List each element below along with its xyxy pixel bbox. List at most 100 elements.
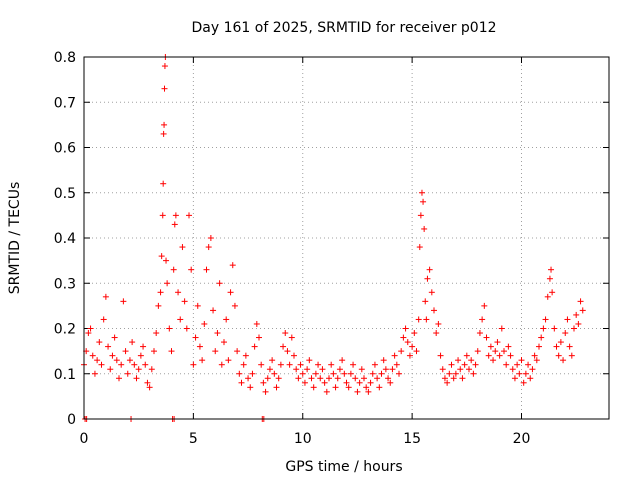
data-point [168, 348, 175, 355]
x-tick-label: 5 [189, 431, 198, 447]
data-point [170, 266, 177, 273]
data-point [280, 343, 287, 350]
x-tick-label: 10 [294, 431, 312, 447]
data-point [212, 348, 219, 355]
data-point [96, 339, 103, 346]
y-tick-label: 0 [67, 412, 76, 428]
data-point [142, 361, 149, 368]
data-point [229, 262, 236, 269]
data-point [205, 244, 212, 251]
data-point [439, 366, 446, 373]
data-point [398, 348, 405, 355]
data-point [332, 384, 339, 391]
data-point [158, 253, 165, 260]
data-point [387, 379, 394, 386]
data-point [487, 343, 494, 350]
data-point [452, 370, 459, 377]
data-point [146, 384, 153, 391]
data-point [161, 121, 168, 128]
data-point [479, 316, 486, 323]
data-point [321, 379, 328, 386]
data-point [371, 361, 378, 368]
data-point [291, 352, 297, 359]
data-point [505, 343, 512, 350]
y-tick-label: 0.8 [54, 50, 76, 66]
data-point [91, 370, 98, 377]
data-point [310, 384, 317, 391]
data-point [455, 357, 462, 364]
data-point [544, 293, 551, 300]
y-tick-label: 0.3 [54, 276, 76, 292]
data-point [207, 235, 214, 241]
data-point [160, 130, 167, 137]
axis-ticks: 0 0.1 0.2 0.3 0.4 0.5 0.6 0.7 0.8 0 5 10 15 20 [54, 50, 609, 447]
y-tick-label: 0.4 [54, 231, 76, 247]
data-point [120, 298, 127, 305]
data-point [435, 320, 442, 327]
data-point [396, 370, 402, 377]
data-point [507, 352, 514, 359]
data-point [557, 339, 564, 346]
data-point [474, 348, 481, 355]
data-point [540, 325, 547, 332]
data-point [177, 316, 184, 323]
data-point [358, 366, 365, 373]
data-point [131, 361, 138, 368]
y-tick-label: 0.1 [54, 367, 76, 383]
data-point [107, 366, 114, 373]
data-point [111, 334, 118, 341]
data-point [356, 379, 363, 386]
y-tick-label: 0.7 [54, 95, 76, 111]
data-point [354, 388, 361, 395]
data-point [102, 293, 109, 300]
data-point [190, 361, 197, 368]
data-point [188, 266, 195, 273]
data-point [227, 289, 234, 296]
data-point [546, 275, 553, 282]
data-point [133, 375, 140, 382]
data-point [129, 339, 136, 346]
data-point [245, 375, 252, 382]
data-point [409, 343, 416, 350]
data-point [288, 334, 295, 341]
data-point [494, 339, 501, 346]
data-point [308, 375, 315, 382]
data-point [548, 266, 555, 273]
data-point [391, 352, 398, 359]
data-point [575, 320, 582, 327]
data-point [423, 316, 430, 323]
data-point [509, 366, 516, 373]
data-point [319, 366, 326, 373]
data-point [481, 302, 488, 309]
data-point [137, 352, 144, 359]
data-point [109, 352, 116, 359]
data-point [531, 352, 538, 359]
data-point [555, 352, 562, 359]
data-point [122, 348, 129, 355]
x-axis-label: GPS time / hours [285, 459, 402, 475]
data-point [536, 343, 542, 350]
data-point [89, 352, 96, 359]
data-point [153, 330, 160, 337]
data-point [144, 379, 151, 386]
data-point [466, 366, 472, 373]
data-point [417, 212, 424, 219]
data-point [573, 311, 580, 318]
data-point [450, 375, 457, 382]
data-point [312, 370, 319, 377]
data-point [426, 266, 433, 273]
data-point [421, 225, 428, 232]
data-point [562, 330, 569, 337]
data-point [225, 357, 232, 364]
data-point [293, 366, 300, 373]
data-point [199, 357, 206, 364]
data-point [271, 370, 278, 377]
data-point [352, 375, 359, 382]
data-point [470, 370, 477, 377]
data-point [446, 370, 453, 377]
data-point [301, 379, 308, 386]
data-point [560, 357, 567, 364]
y-axis-label: SRMTID / TECUs [7, 182, 23, 295]
data-point [100, 316, 107, 323]
